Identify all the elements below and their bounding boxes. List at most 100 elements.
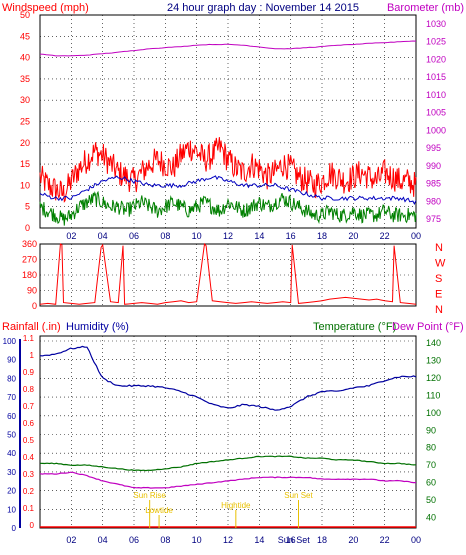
y-tick-label: 360 bbox=[22, 239, 37, 249]
temperature-tick-label: 90 bbox=[426, 425, 436, 435]
x-tick-label: 12 bbox=[223, 231, 233, 241]
compass-label: S bbox=[435, 273, 442, 285]
x-tick-label: 02 bbox=[66, 535, 76, 545]
y-tick-label: 25 bbox=[20, 117, 30, 127]
humidity-tick-label: 40 bbox=[7, 449, 16, 458]
temperature-tick-label: 130 bbox=[426, 355, 441, 365]
x-tick-label: 10 bbox=[192, 535, 202, 545]
dew-point-series bbox=[39, 471, 416, 489]
humidity-tick-label: 90 bbox=[7, 356, 16, 365]
compass-label: E bbox=[435, 289, 442, 301]
windspeed-axis-title: Windspeed (mph) bbox=[2, 2, 89, 14]
rain-tick-label: 0.5 bbox=[23, 436, 35, 445]
wind-direction-series bbox=[39, 242, 417, 305]
humidity-tick-label: 50 bbox=[7, 431, 16, 440]
y-tick-label: 270 bbox=[22, 255, 37, 265]
y2-tick-label: 1005 bbox=[426, 108, 446, 118]
x-tick-label: 08 bbox=[160, 231, 170, 241]
humidity-temperature-panel: 010203040506070809010000.10.20.30.40.50.… bbox=[3, 334, 441, 545]
rain-tick-label: 0.1 bbox=[23, 504, 35, 513]
x-tick-label: 20 bbox=[348, 535, 358, 545]
temperature-axis-title: Temperature (°F) bbox=[313, 321, 396, 333]
y-tick-label: 0 bbox=[32, 301, 37, 311]
y2-tick-label: 1030 bbox=[426, 19, 446, 29]
humidity-tick-label: 80 bbox=[7, 374, 16, 383]
x-tick-label: 14 bbox=[254, 535, 264, 545]
y2-tick-label: 980 bbox=[426, 196, 441, 206]
event-label: Hightide bbox=[221, 501, 251, 510]
humidity-tick-label: 100 bbox=[3, 337, 17, 346]
y-tick-label: 5 bbox=[25, 202, 30, 212]
humidity-tick-label: 0 bbox=[12, 524, 17, 533]
y2-tick-label: 1000 bbox=[426, 125, 446, 135]
y-tick-label: 90 bbox=[27, 286, 37, 296]
x-tick-label: 18 bbox=[317, 231, 327, 241]
x-tick-label: 04 bbox=[98, 231, 108, 241]
barometer-series bbox=[39, 40, 417, 57]
x-tick-label: 22 bbox=[380, 231, 390, 241]
temperature-tick-label: 110 bbox=[426, 390, 440, 400]
rainfall-axis-title: Rainfall (.in) bbox=[2, 321, 61, 333]
temperature-tick-label: 60 bbox=[426, 478, 436, 488]
temperature-series bbox=[39, 455, 417, 472]
rain-tick-label: 0.3 bbox=[23, 470, 35, 479]
windspeed-series bbox=[39, 137, 417, 203]
temperature-tick-label: 40 bbox=[426, 513, 436, 523]
wind-barometer-panel: 0510152025303540455097598098599099510001… bbox=[20, 10, 446, 241]
y2-tick-label: 975 bbox=[426, 214, 441, 224]
y2-tick-label: 1015 bbox=[426, 72, 446, 82]
compass-label: W bbox=[435, 258, 446, 270]
humidity-tick-label: 60 bbox=[7, 412, 16, 421]
y-tick-label: 20 bbox=[20, 138, 30, 148]
rain-tick-label: 0.2 bbox=[23, 487, 35, 496]
y-tick-label: 40 bbox=[20, 53, 30, 63]
humidity-tick-label: 30 bbox=[7, 468, 16, 477]
y2-tick-label: 995 bbox=[426, 143, 441, 153]
rain-tick-label: 0.9 bbox=[23, 368, 35, 377]
rain-tick-label: 0.7 bbox=[23, 402, 35, 411]
rain-tick-label: 1 bbox=[30, 351, 35, 360]
event-label: Lowtide bbox=[145, 506, 173, 515]
event-label: Sun Rise bbox=[133, 491, 166, 500]
x-tick-label: 10 bbox=[192, 231, 202, 241]
rain-tick-label: 0.4 bbox=[23, 453, 35, 462]
x-tick-label: 20 bbox=[348, 231, 358, 241]
y-tick-label: 15 bbox=[20, 159, 30, 169]
barometer-axis-title: Barometer (mb) bbox=[387, 2, 464, 14]
x-tick-label: 16 bbox=[286, 231, 296, 241]
x-tick-label: 08 bbox=[160, 535, 170, 545]
y2-tick-label: 985 bbox=[426, 179, 441, 189]
dew-point-axis-title: Dew Point (°F) bbox=[392, 321, 464, 333]
compass-label: N bbox=[435, 304, 443, 316]
temperature-tick-label: 70 bbox=[426, 460, 436, 470]
temperature-tick-label: 80 bbox=[426, 443, 436, 453]
humidity-tick-label: 70 bbox=[7, 393, 16, 402]
y-tick-label: 180 bbox=[22, 270, 37, 280]
temperature-tick-label: 100 bbox=[426, 408, 441, 418]
sunset-axis-label: Sun Set bbox=[278, 535, 311, 545]
chart-title: 24 hour graph day : November 14 2015 bbox=[167, 2, 359, 14]
y2-tick-label: 1020 bbox=[426, 54, 446, 64]
x-tick-label: 18 bbox=[317, 535, 327, 545]
x-tick-label: 12 bbox=[223, 535, 233, 545]
compass-label: N bbox=[435, 242, 443, 254]
y-tick-label: 10 bbox=[20, 180, 30, 190]
x-tick-label: 00 bbox=[411, 231, 421, 241]
y-tick-label: 35 bbox=[20, 74, 30, 84]
y2-tick-label: 1025 bbox=[426, 37, 446, 47]
humidity-tick-label: 10 bbox=[7, 505, 16, 514]
x-tick-label: 02 bbox=[66, 231, 76, 241]
y2-tick-label: 990 bbox=[426, 161, 441, 171]
humidity-series bbox=[39, 345, 417, 411]
y-tick-label: 50 bbox=[20, 10, 30, 20]
rain-tick-label: 0.6 bbox=[23, 419, 35, 428]
y-tick-label: 45 bbox=[20, 31, 30, 41]
rain-tick-label: 0.8 bbox=[23, 385, 35, 394]
temperature-tick-label: 50 bbox=[426, 495, 436, 505]
x-tick-label: 06 bbox=[129, 535, 139, 545]
rain-tick-label: 0 bbox=[30, 521, 35, 530]
x-tick-label: 00 bbox=[411, 535, 421, 545]
event-label: Sun Set bbox=[284, 491, 313, 500]
